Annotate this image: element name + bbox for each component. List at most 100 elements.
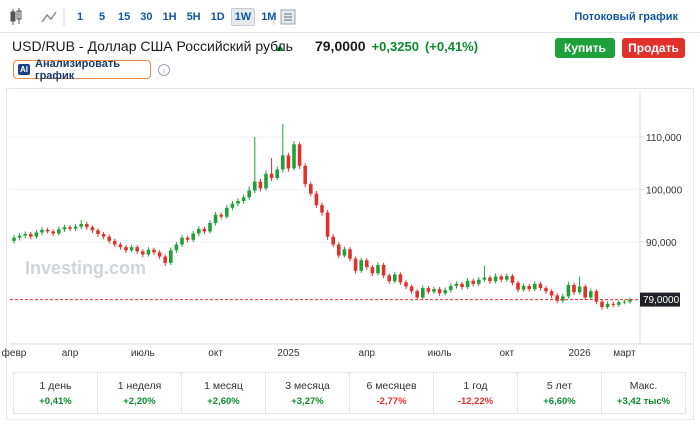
- candle-body: [471, 280, 475, 284]
- chart-frame: [6, 88, 694, 420]
- candle-body: [477, 279, 481, 284]
- candle-body: [538, 283, 543, 289]
- candle-body: [185, 237, 190, 240]
- candle-body: [499, 276, 503, 280]
- candle-body: [549, 291, 554, 296]
- candle-body: [101, 234, 106, 237]
- candle-body: [454, 283, 459, 286]
- candle-body: [465, 280, 470, 288]
- price: 79,0000: [314, 38, 366, 54]
- interval-button[interactable]: 5H: [186, 11, 201, 23]
- period-change: +6,60%: [543, 395, 576, 407]
- performance-cell[interactable]: Макс. +3,42 тыс%: [602, 373, 685, 413]
- period-label: 1 неделя: [117, 379, 162, 392]
- candle-body: [510, 275, 515, 283]
- period-label: 5 лет: [546, 379, 573, 392]
- candle-body: [387, 275, 391, 282]
- analyze-button[interactable]: AI Анализировать график: [13, 57, 151, 82]
- candle-body: [281, 155, 285, 170]
- svg-text:i: i: [163, 67, 165, 76]
- interval-button[interactable]: 1H: [162, 11, 177, 23]
- streaming-link[interactable]: Потоковый график: [574, 11, 678, 23]
- candle-body: [404, 282, 408, 287]
- interval-button[interactable]: 1D: [210, 11, 225, 23]
- last-price-tag: [640, 292, 680, 307]
- candle-body: [90, 227, 95, 231]
- interval-button[interactable]: 1: [76, 11, 84, 23]
- candle-body: [202, 228, 207, 232]
- performance-cell[interactable]: 1 день +0,41%: [14, 373, 98, 413]
- candle-icon[interactable]: [10, 8, 22, 25]
- period-label: 1 месяц: [204, 379, 243, 392]
- candle-body: [141, 251, 145, 255]
- indicators-icon[interactable]: [280, 9, 296, 25]
- x-tick-label: апр: [359, 348, 376, 359]
- candle-body: [107, 236, 111, 241]
- period-change: +2,60%: [207, 395, 240, 407]
- y-tick-label: 100,000: [646, 185, 683, 196]
- x-tick-label: март: [613, 348, 636, 359]
- interval-button[interactable]: 15: [118, 11, 131, 23]
- candle-body: [292, 144, 296, 169]
- header: USD/RUB - Доллар США Российский рубль 79…: [12, 38, 478, 54]
- candle-body: [129, 247, 134, 251]
- performance-cell[interactable]: 1 месяц +2,60%: [182, 373, 266, 413]
- candle-body: [29, 234, 33, 237]
- x-tick-label: окт: [499, 348, 514, 359]
- candle-body: [34, 232, 39, 237]
- axes: 90,000 100,000 110,000 февр апр июль окт 2025 ап…: [2, 133, 683, 359]
- performance-cell[interactable]: 1 год -12,22%: [434, 373, 518, 413]
- x-tick-label: июль: [131, 348, 155, 359]
- candle-body: [617, 302, 621, 305]
- interval-button[interactable]: 5: [98, 11, 106, 23]
- candle-body: [225, 207, 229, 217]
- analyze-label: Анализировать график: [35, 57, 121, 82]
- candle-body: [628, 299, 632, 302]
- candle-body: [376, 264, 380, 274]
- candle-body: [555, 295, 559, 301]
- candle-body: [415, 291, 419, 298]
- candle-body: [589, 291, 593, 298]
- candle-body: [320, 205, 324, 213]
- interval-button[interactable]: 1M: [261, 11, 277, 23]
- performance-cell[interactable]: 3 месяца +3,27%: [266, 373, 350, 413]
- performance-cell[interactable]: 6 месяцев -2,77%: [350, 373, 434, 413]
- interval-button[interactable]: 1W: [230, 8, 256, 26]
- change-percent: (+0,41%): [424, 39, 479, 54]
- candle-body: [180, 237, 184, 245]
- performance-cell[interactable]: 1 неделя +2,20%: [98, 373, 182, 413]
- x-tick-label: февр: [2, 347, 27, 359]
- candle-body: [152, 249, 156, 253]
- last-price-label: 79,0000: [643, 295, 680, 306]
- instrument-title: USD/RUB - Доллар США Российский рубль: [12, 38, 293, 54]
- line-icon[interactable]: [41, 11, 57, 23]
- candle-body: [611, 303, 615, 305]
- candle-body: [191, 233, 195, 240]
- candle-body: [79, 224, 83, 227]
- performance-cell[interactable]: 5 лет +6,60%: [518, 373, 602, 413]
- interval-button[interactable]: 30: [140, 11, 153, 23]
- x-tick-label: апр: [62, 348, 79, 359]
- candle-body: [566, 284, 571, 297]
- watermark: Investing.com: [25, 258, 146, 278]
- sell-button[interactable]: Продать: [622, 38, 685, 58]
- candle-body: [533, 283, 537, 290]
- performance-bar: 1 день +0,41% 1 неделя +2,20% 1 месяц +2,60% 3…: [13, 372, 686, 414]
- change: +0,3250: [371, 39, 419, 54]
- candle-body: [241, 197, 246, 201]
- candle-body: [118, 244, 123, 248]
- x-tick-label: 2025: [277, 348, 300, 359]
- candle-body: [169, 250, 173, 263]
- info-icon[interactable]: i: [158, 64, 170, 76]
- period-label: Макс.: [629, 379, 658, 392]
- candle-body: [62, 227, 67, 230]
- candle-body: [482, 277, 487, 280]
- candle-body: [236, 200, 240, 204]
- candle-body: [342, 249, 347, 256]
- candle-body: [365, 260, 369, 268]
- buy-button[interactable]: Купить: [555, 38, 615, 58]
- candle-body: [353, 258, 358, 271]
- period-change: -12,22%: [457, 395, 494, 407]
- period-label: 6 месяцев: [366, 379, 417, 392]
